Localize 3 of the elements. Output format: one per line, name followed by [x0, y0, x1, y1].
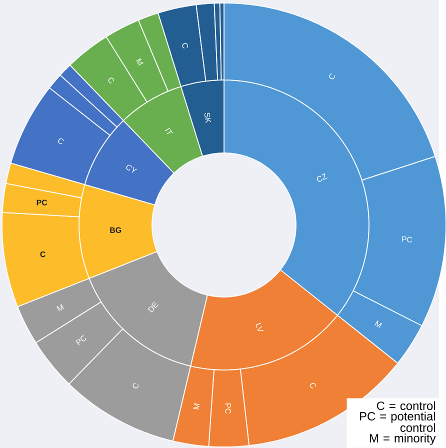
- text: PC = potential control: [360, 412, 435, 432]
- text: C = control: [376, 401, 435, 410]
- text: M = minority: [370, 434, 436, 445]
